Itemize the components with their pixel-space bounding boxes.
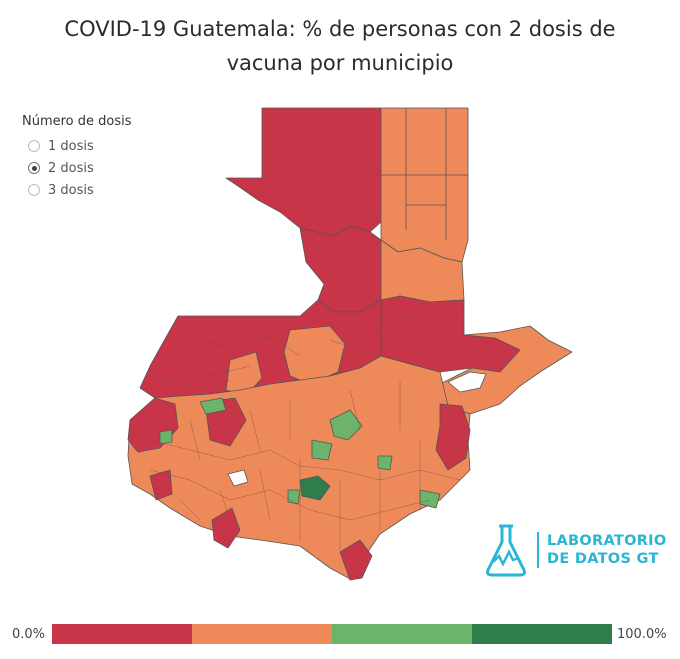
region-peten-west[interactable] [225,107,382,237]
guatemala-municipality-map [127,107,573,581]
color-scale-bar [52,624,612,644]
region-izabal-east[interactable] [439,325,573,415]
region-south-red-3[interactable] [149,469,173,501]
scale-segment-1 [52,624,192,644]
title-line-2: vacuna por municipio [226,51,454,75]
region-green-6[interactable] [377,455,393,471]
dose-selector: Número de dosis 1 dosis 2 dosis 3 dosis [22,114,132,201]
dose-option-3-label: 3 dosis [48,182,94,198]
logo-line-1: LABORATORIO [547,533,667,549]
dose-option-3[interactable]: 3 dosis [22,179,132,201]
scale-segment-2 [192,624,332,644]
region-escuintla-red[interactable] [339,539,373,581]
region-south-red-2[interactable] [211,507,241,549]
dose-option-1[interactable]: 1 dosis [22,135,132,157]
scale-max-label: 100.0% [617,627,667,642]
scale-segment-3 [332,624,472,644]
color-scale-legend: 0.0% 100.0% [0,624,680,646]
radio-2-dosis[interactable] [28,162,40,174]
region-green-3[interactable] [311,439,333,461]
lake-atitlan [227,469,249,487]
radio-3-dosis[interactable] [28,184,40,196]
laboratorio-logo: LABORATORIO DE DATOS GT [483,522,667,578]
dose-selector-heading: Número de dosis [22,114,132,129]
dose-option-2[interactable]: 2 dosis [22,157,132,179]
title-line-1: COVID-19 Guatemala: % de personas con 2 … [64,17,616,41]
region-guatemala-city[interactable] [299,475,331,501]
region-peten-south-red[interactable] [299,225,382,313]
radio-1-dosis[interactable] [28,140,40,152]
region-green-1[interactable] [199,397,227,415]
lake-izabal [447,371,487,393]
logo-line-2: DE DATOS GT [547,551,659,567]
flask-icon [486,524,526,577]
region-east-red[interactable] [435,403,471,471]
scale-min-label: 0.0% [12,627,46,642]
region-peten-east[interactable] [380,107,469,263]
scale-segment-4 [472,624,612,644]
chart-title: COVID-19 Guatemala: % de personas con 2 … [0,12,680,80]
region-green-2[interactable] [329,409,363,441]
region-green-4[interactable] [159,429,173,445]
municipal-borders [149,315,461,550]
dose-option-2-label: 2 dosis [48,160,94,176]
dose-option-1-label: 1 dosis [48,138,94,154]
